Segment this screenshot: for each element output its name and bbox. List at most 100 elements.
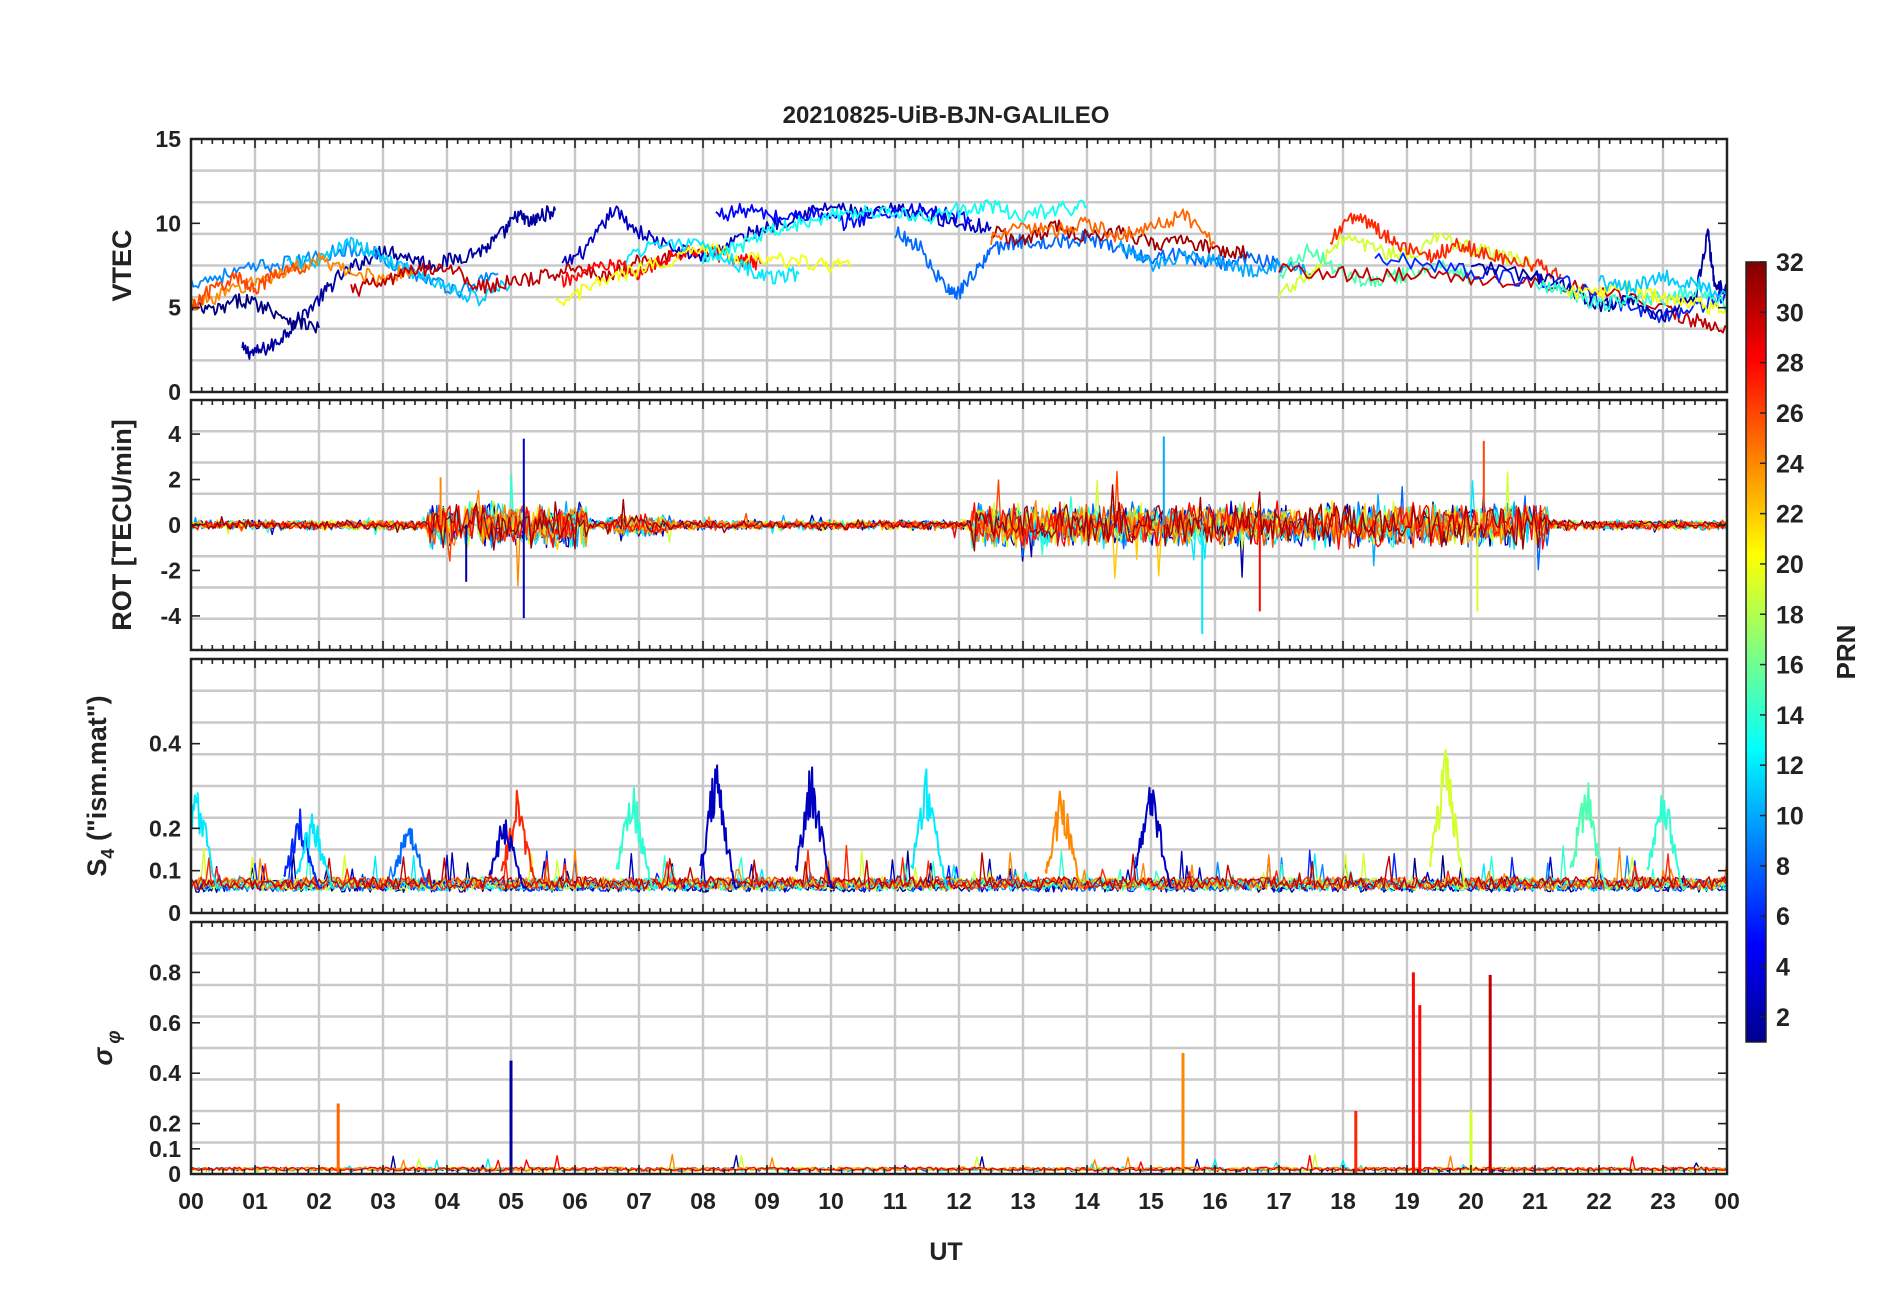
x-tick-label: 08 [690,1188,716,1214]
y-tick-label: 0.4 [149,731,181,757]
x-tick-label: 23 [1650,1188,1676,1214]
colorbar-tick-label: 2 [1776,1004,1790,1032]
vtec-series-prn-24 [191,252,416,312]
x-tick-label: 17 [1266,1188,1292,1214]
x-tick-label: 21 [1522,1188,1548,1214]
x-axis-label: UT [929,1238,962,1266]
colorbar-tick-label: 8 [1776,853,1790,881]
y-tick-label: 2 [168,467,181,493]
colorbar-label: PRN [1831,625,1861,680]
vtec-series-prn-11 [286,236,512,307]
colorbar-tick-label: 32 [1776,249,1804,277]
s4-peak-prn-12 [191,792,220,889]
y-axis-label-rot: ROT [TECU/min] [107,419,137,630]
x-tick-labels: 00 01 02 03 04 05 06 07 08 09 10 11 12 13 14 15 16 17 18 19… [178,1188,1740,1214]
y-tick-label: 0.2 [149,1111,181,1137]
panel-vtec: 0 5 10 15 VTEC [107,126,1729,405]
vtec-series-prn-5 [715,202,973,232]
x-tick-label: 09 [754,1188,780,1214]
s4-peak-prn-12 [910,768,950,889]
x-tick-label: 13 [1010,1188,1036,1214]
y-tick-label: 0.8 [149,959,181,985]
colorbar-tick-label: 18 [1776,601,1804,629]
vtec-series-prn-25 [990,208,1216,248]
y-axis-label-s4-rest: ("ism.mat") [82,695,112,848]
x-tick-label: 10 [818,1188,844,1214]
x-tick-label: 22 [1586,1188,1612,1214]
rot-series-prn-31 [191,484,1727,552]
s4-peak-prn-27 [500,789,540,889]
colorbar-gradient [1745,261,1767,1043]
panel-vtec-grid [191,139,1727,392]
colorbar-tick-label: 10 [1776,803,1804,831]
colorbar-tick-label: 22 [1776,501,1804,529]
y-tick-label: 10 [155,210,181,236]
s4-peak-prn-12 [295,813,335,889]
s4-peak-prn-6 [283,808,323,889]
x-tick-label: 20 [1458,1188,1484,1214]
s4-peak-prn-8 [392,827,431,889]
panel-sigma_phi: 00.10.2 0.4 0.6 0.8 σφ [88,920,1729,1187]
s4-series-prn-12 [191,853,1727,892]
y-tick-label: 0.1 [149,1136,181,1162]
colorbar-tick-label: 16 [1776,652,1804,680]
vtec-series-prn-1 [191,293,320,334]
colorbar-tick-label: 20 [1776,551,1804,579]
y-axis-label-s4: S4 ("ism.mat") [82,695,118,876]
x-tick-label: 12 [946,1188,972,1214]
vtec-series-prn-2 [241,205,557,360]
s4-peak-prn-19 [1428,749,1468,889]
vtec-series-prn-3 [561,202,992,267]
x-tick-label: 00 [1714,1188,1740,1214]
colorbar-tick-label: 4 [1776,954,1790,982]
vtec-series-prn-30 [1278,263,1727,334]
panel-s4: 0 0.1 0.2 0.4 S4 ("ism.mat") [82,657,1729,926]
panel-sigma_phi-tick-marks [190,922,1728,1175]
x-tick-label: 19 [1394,1188,1420,1214]
vtec-series-prn-27 [1329,212,1562,281]
x-tick-label: 02 [306,1188,332,1214]
s4-peak-prn-14 [615,787,655,889]
y-axis-label-s4-subscript: 4 [98,849,118,859]
panel-rot-tick-marks [190,400,1728,650]
vtec-series-prn-15 [1278,243,1472,288]
y-tick-label: 0.6 [149,1010,181,1036]
colorbar-tick-label: 6 [1776,903,1790,931]
panel-vtec-tick-marks [190,138,1728,393]
x-tick-label: 16 [1202,1188,1228,1214]
chart-title: 20210825-UiB-BJN-GALILEO [783,102,1110,129]
x-tick-label: 15 [1138,1188,1164,1214]
vtec-series-prn-2 [1470,228,1727,323]
y-tick-label: 0 [168,1161,181,1187]
y-tick-label: 0 [168,900,181,926]
s4-peak-prn-3 [794,766,835,889]
x-tick-label: 03 [370,1188,396,1214]
colorbar-tick-label: 12 [1776,752,1804,780]
y-axis-label-sigma-phi: σφ [88,1030,125,1065]
vtec-series-prn-13 [702,199,1088,265]
vtec-series-prn-14 [1534,280,1727,312]
s4-peak-prn-3 [1134,786,1174,889]
s4-peak-prn-14 [1646,794,1686,889]
rot-series-prn-28 [191,500,1727,550]
y-tick-label: 15 [155,126,181,152]
panel-rot: -4 -2 0 2 4 ROT [TECU/min] [107,398,1729,652]
x-tick-label: 07 [626,1188,652,1214]
y-axis-label-s4-main: S [82,859,112,877]
vtec-series-prn-31 [990,219,1248,260]
s4-series-prn-30 [191,852,1727,890]
y-tick-label: 5 [168,295,181,321]
panel-vtec-series [191,199,1727,360]
s4-peak-prn-24 [1044,790,1084,889]
y-tick-label: -4 [161,603,182,629]
y-axis-label-phi-subscript: φ [104,1030,125,1043]
y-tick-label: 0 [168,379,181,405]
x-tick-label: 04 [434,1188,460,1214]
y-axis-label-sigma: σ [88,1047,118,1066]
vtec-series-prn-26 [191,262,308,311]
vtec-series-prn-12 [625,238,800,285]
y-tick-label: -2 [161,557,181,583]
